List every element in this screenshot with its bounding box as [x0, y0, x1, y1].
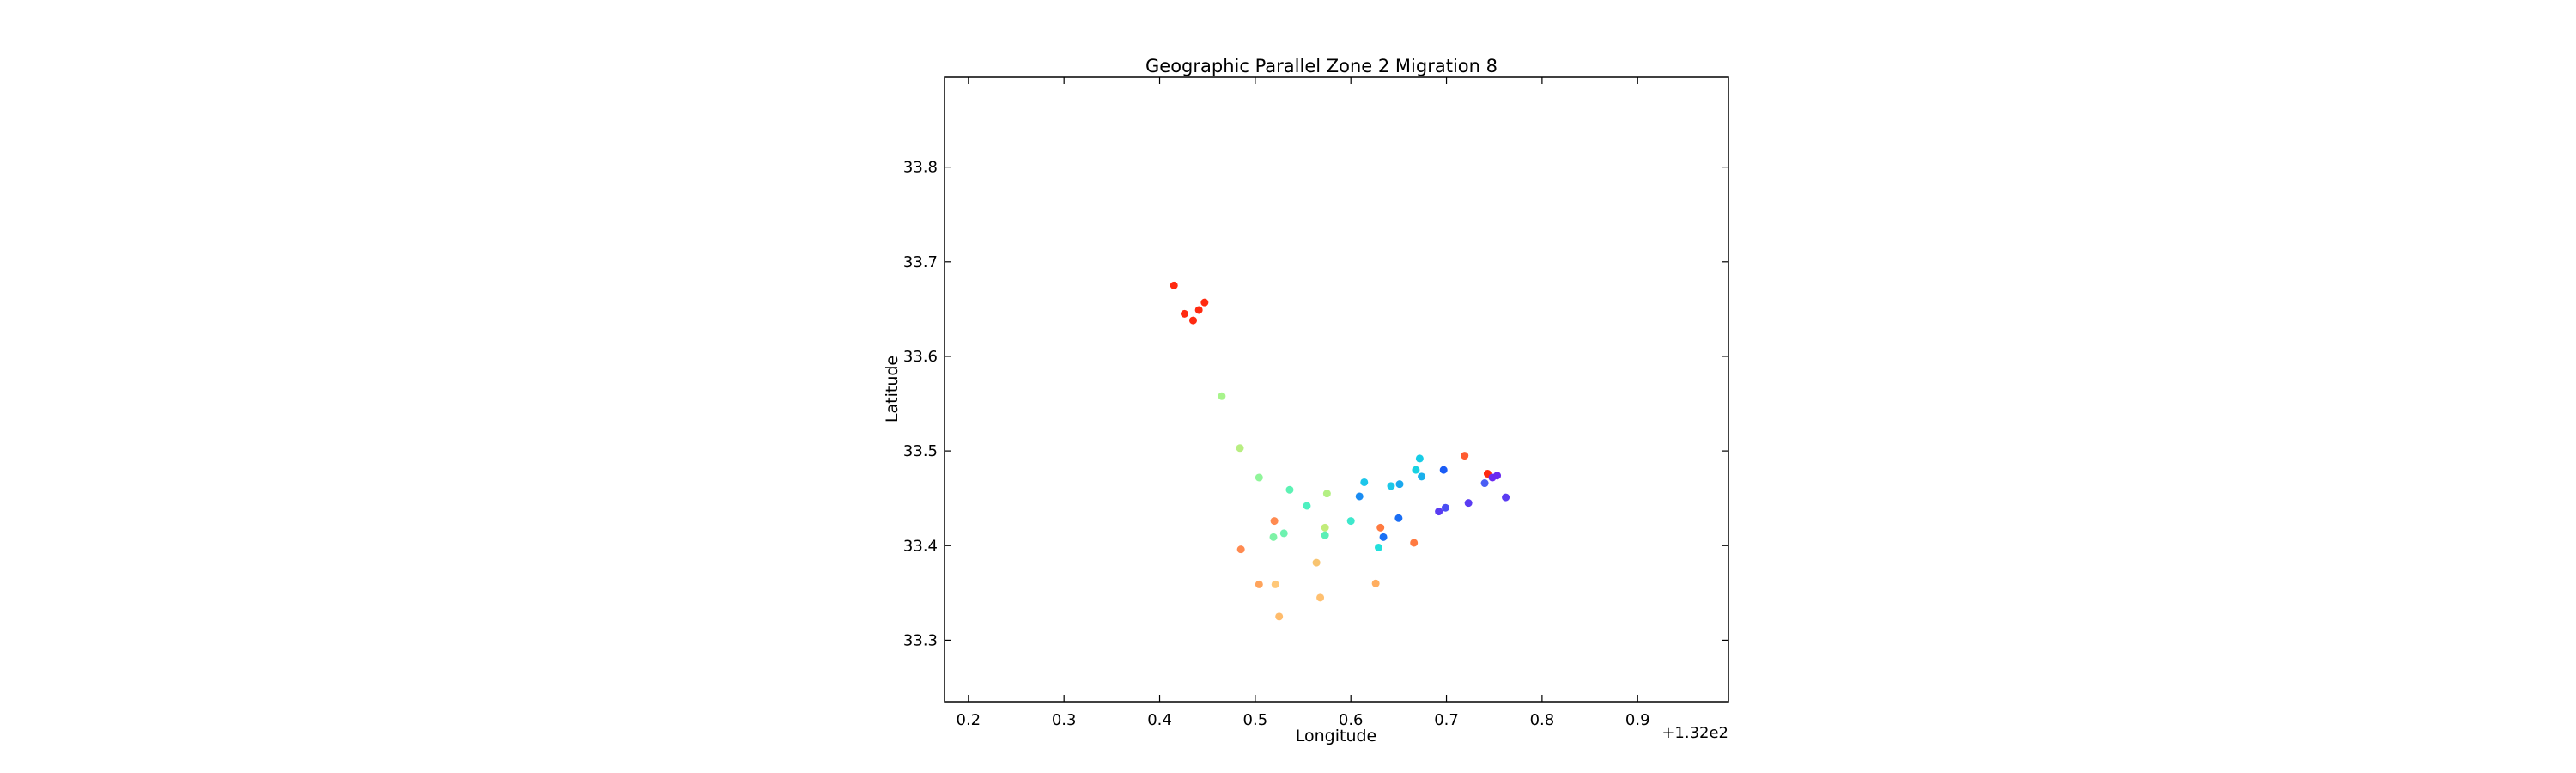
y-tick-label: 33.8: [903, 159, 938, 177]
data-point: [1441, 503, 1449, 512]
data-point: [1271, 580, 1279, 588]
data-point: [1316, 593, 1325, 602]
data-point: [1218, 392, 1226, 400]
data-point: [1418, 472, 1426, 481]
data-point: [1376, 523, 1385, 532]
data-point: [1374, 543, 1382, 551]
data-point: [1394, 514, 1403, 522]
chart-title: Geographic Parallel Zone 2 Migration 8: [1145, 56, 1498, 76]
data-point: [1285, 485, 1294, 494]
data-point: [1194, 306, 1203, 314]
data-point: [1269, 533, 1278, 541]
data-point: [1321, 531, 1329, 539]
y-tick-label: 33.6: [903, 348, 938, 366]
data-point: [1200, 298, 1209, 307]
data-point: [1395, 480, 1404, 489]
x-axis-label: Longitude: [1296, 727, 1377, 746]
plot-frame: [944, 76, 1729, 703]
data-point: [1360, 478, 1369, 486]
x-tick-label: 0.6: [1339, 711, 1364, 729]
data-point: [1255, 580, 1263, 588]
data-point: [1279, 529, 1288, 538]
data-point: [1321, 523, 1329, 532]
data-point: [1480, 479, 1489, 488]
y-tick-label: 33.3: [903, 631, 938, 649]
data-point: [1410, 539, 1419, 547]
data-point: [1346, 517, 1355, 526]
x-tick-label: 0.7: [1434, 711, 1459, 729]
data-point: [1170, 281, 1178, 289]
data-point: [1236, 545, 1245, 554]
data-point: [1255, 473, 1263, 482]
y-tick-label: 33.5: [903, 442, 938, 460]
y-tick-label: 33.4: [903, 537, 938, 555]
data-point: [1371, 579, 1380, 587]
data-point: [1312, 558, 1321, 567]
data-point: [1275, 612, 1284, 621]
data-point: [1188, 316, 1197, 325]
data-point: [1387, 482, 1395, 490]
y-axis-label: Latitude: [883, 356, 902, 423]
data-point: [1355, 492, 1364, 501]
data-point: [1502, 493, 1510, 502]
data-point: [1236, 444, 1244, 453]
x-tick-label: 0.8: [1530, 711, 1555, 729]
data-point: [1435, 508, 1443, 516]
x-tick-label: 0.3: [1052, 711, 1077, 729]
data-point: [1412, 466, 1420, 474]
data-point: [1303, 502, 1311, 510]
data-point: [1270, 517, 1279, 526]
data-point: [1180, 309, 1188, 318]
data-points: [1170, 281, 1510, 621]
y-tick-label: 33.7: [903, 253, 938, 271]
data-point: [1439, 466, 1448, 474]
data-point: [1379, 533, 1388, 541]
data-point: [1493, 472, 1502, 480]
data-point: [1415, 454, 1424, 463]
data-point: [1464, 499, 1473, 508]
data-point: [1461, 452, 1469, 460]
x-axis-offset-label: +1.32e2: [1662, 724, 1728, 742]
data-point: [1322, 490, 1331, 498]
axis-ticks: 0.2 0.3 0.4 0.5 0.6 0.7 0.8 0.9 33.3 33.4 33.5 33.6…: [903, 77, 1728, 729]
x-tick-label: 0.2: [957, 711, 981, 729]
x-tick-label: 0.9: [1625, 711, 1650, 729]
x-tick-label: 0.4: [1147, 711, 1172, 729]
x-tick-label: 0.5: [1243, 711, 1268, 729]
